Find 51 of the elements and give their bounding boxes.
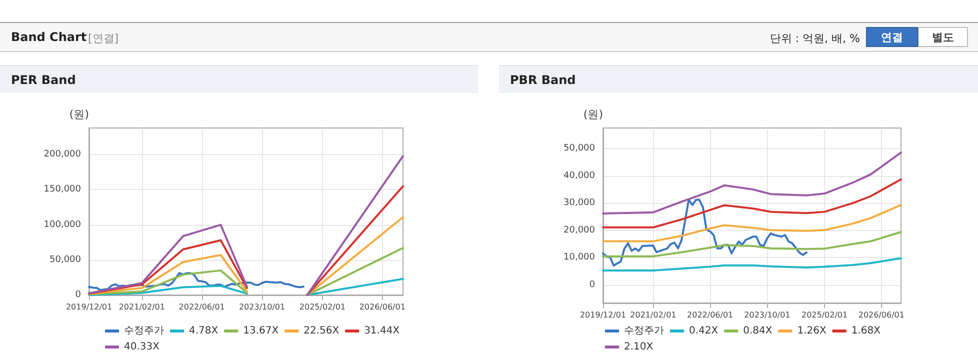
x-tick-label: 2025/02/01 <box>299 302 346 312</box>
x-tick-label: 2021/02/01 <box>630 310 676 320</box>
legend-label: 수정주가 <box>124 326 164 336</box>
y-tick-label: 150,000 <box>44 184 82 195</box>
line-series <box>602 152 902 214</box>
y-tick-label: 20,000 <box>564 225 596 236</box>
x-tick-label: 2021/02/01 <box>118 302 165 312</box>
legend-label: 1.68X <box>851 326 881 336</box>
y-tick-label: 200,000 <box>44 150 82 160</box>
legend-label: 0.84X <box>743 326 772 336</box>
legend-label: 2.10X <box>624 342 654 352</box>
text: 연결 <box>866 27 918 47</box>
y-tick-label: 50,000 <box>50 254 82 265</box>
y-tick-label: 0 <box>75 290 82 300</box>
line-series <box>602 231 902 258</box>
y-tick-label: 50,000 <box>564 143 596 154</box>
y-tick-label: 30,000 <box>564 198 596 208</box>
x-tick-label: 2022/06/01 <box>178 302 225 312</box>
legend-label: 31.44X <box>364 326 400 336</box>
y-tick-label: 0 <box>589 280 596 290</box>
x-tick-label: 2022/06/01 <box>687 310 734 320</box>
legend-label: 0.42X <box>689 326 718 336</box>
text: 단위 : 억원, 배, % <box>770 31 860 46</box>
line-series <box>88 272 305 292</box>
x-tick-label: 2023/10/01 <box>238 302 286 312</box>
x-tick-label: 2025/02/01 <box>801 310 848 320</box>
legend-label: 4.78X <box>189 326 218 336</box>
line-series <box>602 198 808 267</box>
y-tick-label: 10,000 <box>564 252 596 263</box>
x-tick-label: 2026/06/01 <box>858 310 904 320</box>
y-tick-label: 40,000 <box>564 170 596 181</box>
text: Band Chart <box>11 30 87 44</box>
chart-title: PBR Band <box>499 65 978 93</box>
y-tick-label: 100,000 <box>44 220 82 230</box>
text: 별도 <box>918 27 968 47</box>
line-series <box>602 204 902 242</box>
legend-label: 22.56X <box>304 326 340 336</box>
x-tick-label: 2026/06/01 <box>359 302 406 312</box>
legend-label: 40.33X <box>124 342 160 352</box>
legend-label: 1.26X <box>797 326 826 336</box>
y-axis-title: (원) <box>69 108 89 121</box>
x-tick-label: 2019/12/01 <box>580 310 626 320</box>
x-tick-label: 2019/12/01 <box>66 302 112 312</box>
legend-label: 13.67X <box>243 326 279 336</box>
x-tick-label: 2023/10/01 <box>744 310 790 320</box>
legend-label: 수정주가 <box>624 326 664 336</box>
text: [연결] <box>88 31 119 46</box>
y-axis-title: (원) <box>583 108 603 121</box>
chart-title: PER Band <box>0 65 478 93</box>
line-series <box>602 178 902 228</box>
line-series <box>602 257 902 272</box>
